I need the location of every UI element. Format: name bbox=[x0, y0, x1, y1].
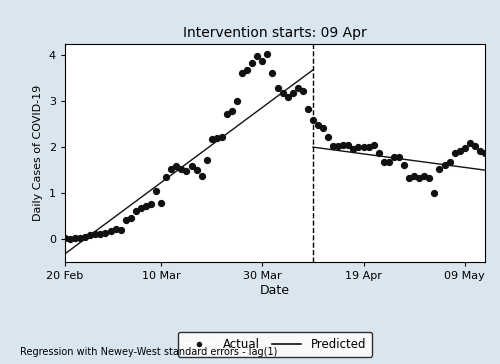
Point bbox=[400, 162, 408, 167]
Point bbox=[188, 163, 196, 169]
Point bbox=[264, 51, 272, 57]
Point bbox=[340, 142, 347, 148]
Point bbox=[202, 157, 210, 163]
Point bbox=[243, 67, 251, 73]
Point bbox=[96, 231, 104, 237]
Point bbox=[66, 236, 74, 242]
Point bbox=[258, 58, 266, 64]
Point bbox=[471, 143, 479, 149]
Point bbox=[274, 86, 281, 91]
Point bbox=[370, 142, 378, 148]
Point bbox=[218, 134, 226, 140]
Point bbox=[476, 148, 484, 154]
Point bbox=[288, 90, 296, 96]
Point bbox=[182, 168, 190, 174]
Point bbox=[430, 190, 438, 196]
Point bbox=[76, 235, 84, 241]
Point bbox=[344, 142, 352, 148]
Point bbox=[436, 166, 444, 172]
Point bbox=[461, 145, 469, 151]
Point bbox=[233, 98, 241, 104]
Point bbox=[86, 233, 94, 238]
Point bbox=[354, 144, 362, 150]
Point bbox=[420, 173, 428, 179]
Point bbox=[374, 150, 382, 155]
Point bbox=[299, 88, 307, 94]
Point bbox=[223, 111, 231, 117]
Point bbox=[61, 235, 69, 241]
Point bbox=[172, 163, 180, 169]
Point bbox=[415, 175, 423, 181]
Point bbox=[294, 86, 302, 91]
Point bbox=[238, 70, 246, 76]
Text: Regression with Newey-West standard errors - lag(1): Regression with Newey-West standard erro… bbox=[20, 347, 278, 357]
Point bbox=[426, 175, 434, 181]
Point bbox=[112, 226, 120, 232]
Point bbox=[81, 234, 89, 240]
Point bbox=[92, 232, 100, 237]
Point bbox=[137, 205, 145, 211]
Point bbox=[198, 173, 205, 179]
Y-axis label: Daily Cases of COVID-19: Daily Cases of COVID-19 bbox=[34, 85, 43, 221]
Title: Intervention starts: 09 Apr: Intervention starts: 09 Apr bbox=[183, 26, 367, 40]
Point bbox=[395, 154, 403, 160]
Point bbox=[278, 90, 286, 96]
Point bbox=[254, 53, 262, 59]
Point bbox=[309, 118, 317, 123]
Point bbox=[228, 108, 236, 114]
Point bbox=[71, 235, 79, 241]
Point bbox=[268, 70, 276, 76]
Point bbox=[446, 159, 454, 165]
Point bbox=[178, 166, 186, 172]
Point bbox=[390, 154, 398, 160]
Point bbox=[213, 135, 221, 141]
Point bbox=[334, 143, 342, 149]
Point bbox=[208, 136, 216, 142]
Point bbox=[168, 166, 175, 172]
Point bbox=[410, 173, 418, 179]
Point bbox=[380, 159, 388, 165]
Point bbox=[350, 147, 358, 153]
Point bbox=[304, 107, 312, 112]
Point bbox=[192, 167, 200, 173]
Point bbox=[106, 228, 114, 234]
Point bbox=[405, 175, 413, 181]
Point bbox=[319, 125, 327, 131]
Point bbox=[385, 159, 393, 165]
Point bbox=[324, 134, 332, 140]
Point bbox=[127, 215, 135, 221]
Point bbox=[122, 217, 130, 223]
Point bbox=[314, 122, 322, 128]
Point bbox=[456, 148, 464, 154]
Point bbox=[481, 150, 489, 155]
Point bbox=[284, 95, 292, 100]
X-axis label: Date: Date bbox=[260, 284, 290, 297]
Point bbox=[360, 144, 368, 150]
Point bbox=[132, 208, 140, 214]
Point bbox=[157, 200, 165, 206]
Point bbox=[466, 141, 474, 146]
Point bbox=[152, 188, 160, 194]
Point bbox=[364, 144, 372, 150]
Point bbox=[116, 227, 124, 233]
Point bbox=[248, 60, 256, 66]
Point bbox=[329, 143, 337, 149]
Point bbox=[142, 203, 150, 209]
Point bbox=[102, 230, 110, 236]
Point bbox=[147, 201, 155, 207]
Point bbox=[450, 150, 458, 155]
Point bbox=[162, 174, 170, 180]
Point bbox=[440, 162, 448, 167]
Legend: Actual, Predicted: Actual, Predicted bbox=[178, 332, 372, 357]
